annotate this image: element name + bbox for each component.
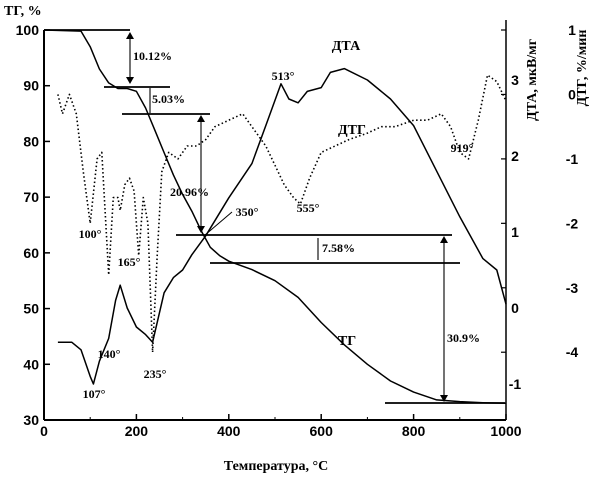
y2-axis-title: ДТА, мкВ/мг [525,39,540,121]
mass-loss-label: 30.9% [447,331,480,345]
x-tick-label: 800 [402,423,426,439]
x-tick-label: 0 [40,423,48,439]
y-tick-label: 40 [23,356,39,372]
arrow-head-up [440,236,448,243]
peak-temperature-label: 513° [272,69,295,83]
y-tick-label: 80 [23,133,39,149]
y3-tick-label: 0 [568,86,576,102]
y2-tick-label: 2 [511,148,519,164]
x-tick-label: 400 [217,423,241,439]
y2-tick-label: -1 [509,376,522,392]
y-tick-label: 70 [23,189,39,205]
y-axis-title: ТГ, % [4,4,42,19]
y3-tick-label: -1 [566,151,579,167]
mass-loss-label: 7.58% [322,241,355,255]
y3-tick-label: -4 [566,344,579,360]
x-tick-label: 1000 [490,423,521,439]
series-name-label: ДТГ [338,123,366,138]
arrow-head-up [197,115,205,122]
peak-temperature-label: 100° [79,227,102,241]
series-name-label: ТГ [338,334,356,349]
y3-tick-label: 1 [568,22,576,38]
arrow-head-down [197,226,205,233]
peak-temperature-label: 350° [236,205,259,219]
x-tick-label: 200 [125,423,149,439]
annotations-group: 10.12% 5.03% 20.96% 7.58% 30.9% 100° 107° 140° 1… [44,29,505,404]
peak-temperature-label: 107° [83,387,106,401]
y-tick-label: 60 [23,245,39,261]
mass-loss-label: 20.96% [170,185,209,199]
arrow-head-down [440,395,448,402]
y-tick-label: 100 [16,22,40,38]
peak-temperature-label: 919° [451,141,474,155]
y2-tick-label: 3 [511,72,519,88]
mass-loss-label: 5.03% [152,92,185,106]
x-tick-label: 600 [310,423,334,439]
arrow-head-down [126,77,134,84]
peak-temperature-label: 165° [118,255,141,269]
peak-temperature-label: 235° [144,367,167,381]
mass-loss-label: 10.12% [133,49,172,63]
axes: 0 200 400 600 800 100030405060708090100-10123… [16,22,579,439]
series-line-ДТА [57,67,507,385]
peak-temperature-label: 555° [297,201,320,215]
y2-tick-label: 1 [511,224,519,240]
y3-axis-title: ДТГ, %/мин [575,30,590,107]
arrow-head-up [126,32,134,39]
y3-tick-label: -3 [566,280,579,296]
y-tick-label: 90 [23,78,39,94]
y-tick-label: 30 [23,412,39,428]
series-line-ДТГ [57,74,507,353]
y3-tick-label: -2 [566,215,579,231]
x-axis-title: Температура, °С [224,459,328,474]
leader-350 [204,211,233,236]
peak-temperature-label: 140° [98,347,121,361]
y2-tick-label: 0 [511,300,519,316]
y-tick-label: 50 [23,301,39,317]
series-name-label: ДТА [332,39,361,54]
